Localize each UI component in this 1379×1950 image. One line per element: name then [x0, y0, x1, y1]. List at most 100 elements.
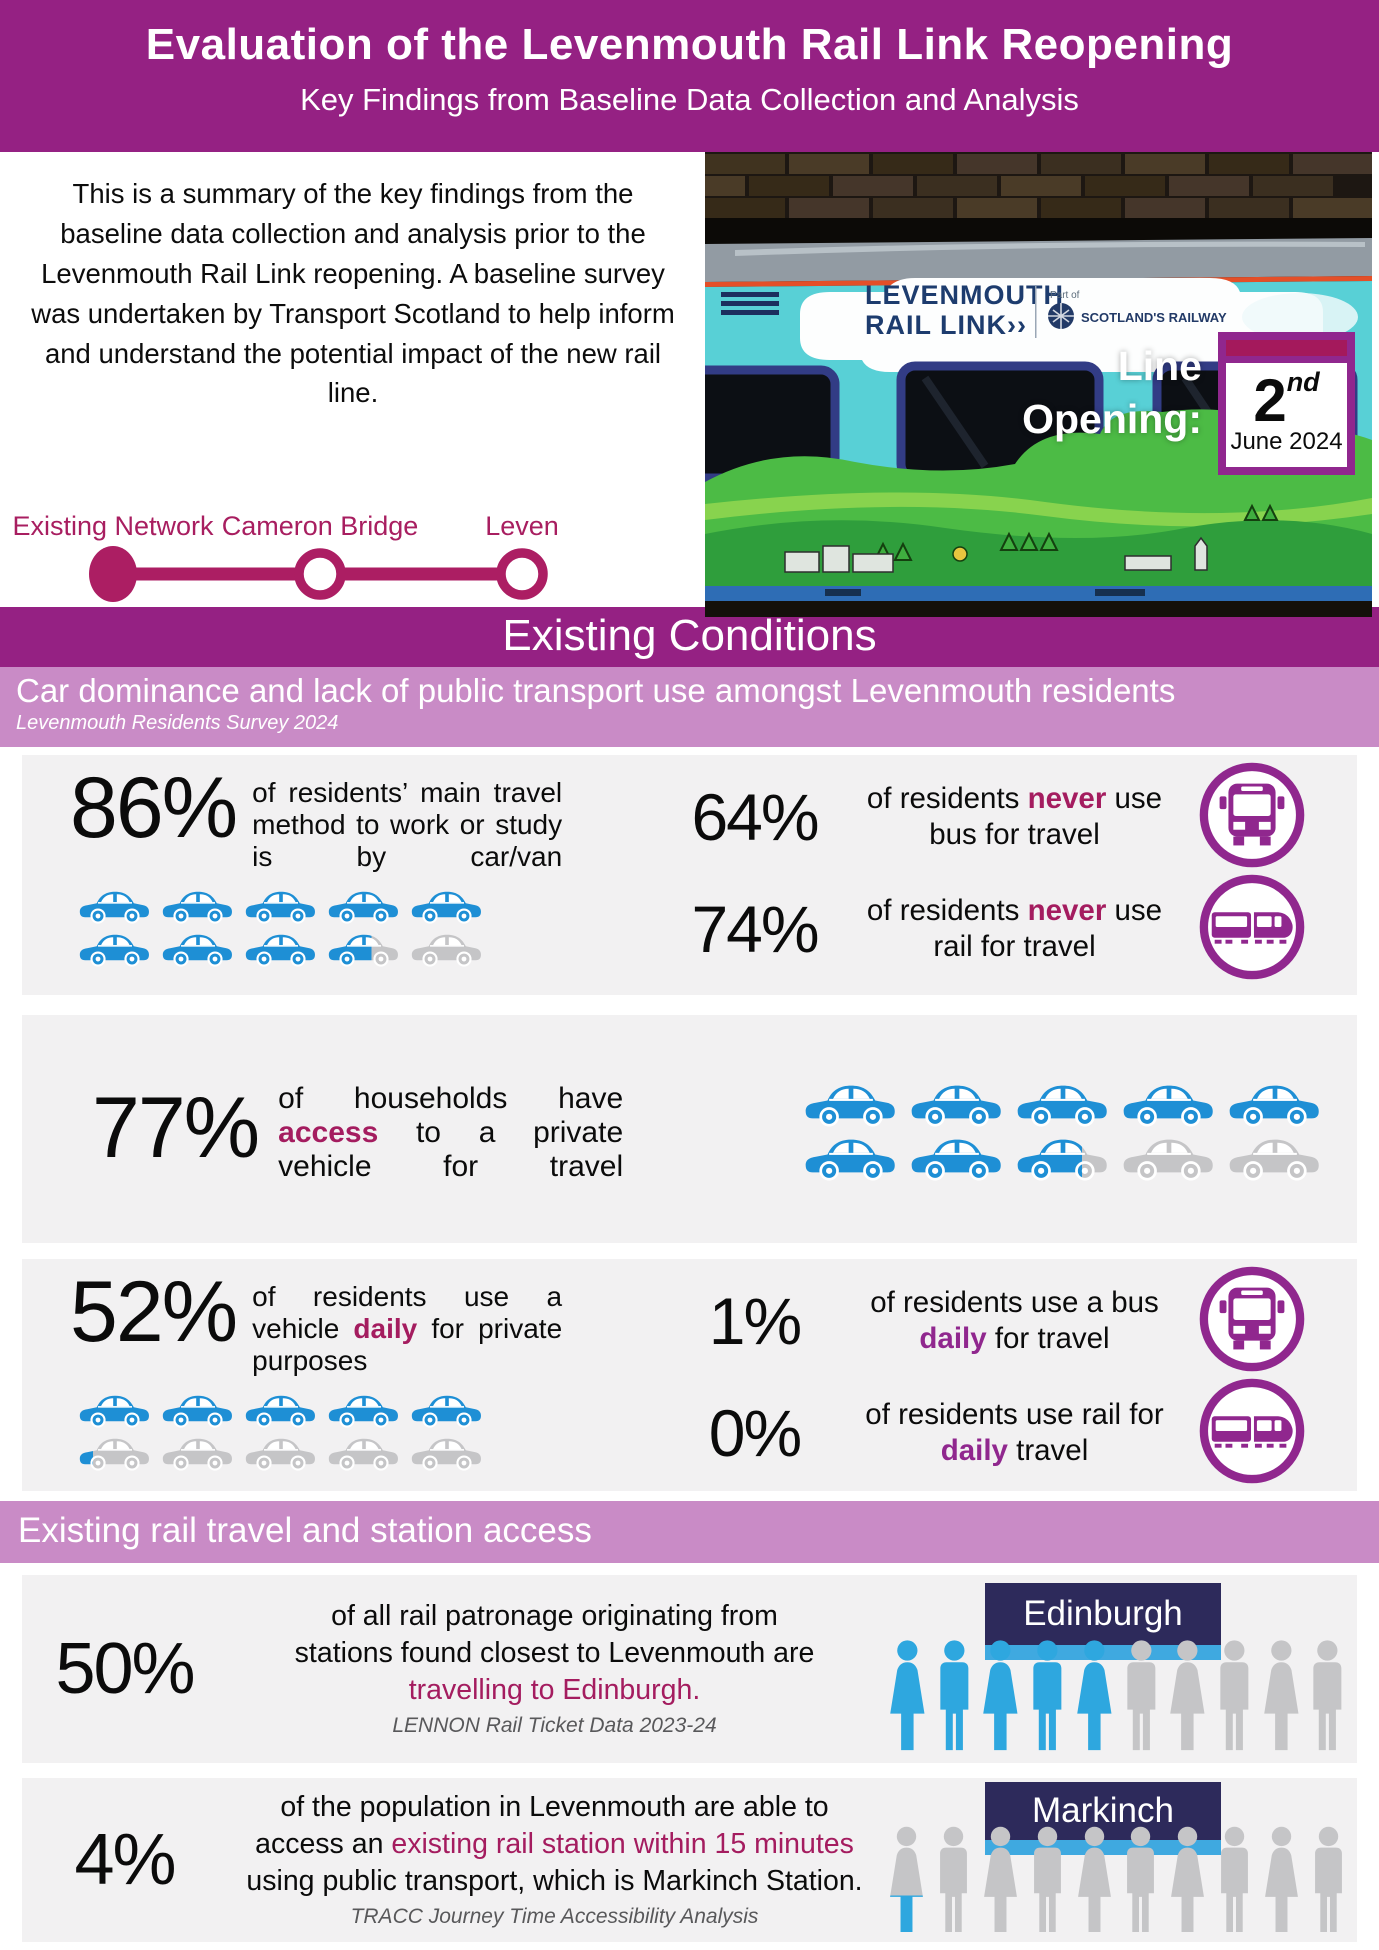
- line-opening-label: Line Opening:: [1022, 343, 1202, 443]
- vent-grille: [721, 292, 779, 315]
- stat-text-52: of residents use a vehicle daily for pri…: [252, 1281, 563, 1376]
- person-icon: [1313, 1640, 1342, 1751]
- livery-logo-line2: RAIL LINK››: [865, 310, 1027, 340]
- car-icon: [162, 1395, 232, 1428]
- car-icon: [1017, 1139, 1107, 1181]
- person-icon: [1170, 1640, 1205, 1751]
- person-icon: [1077, 1826, 1111, 1933]
- car-icon: [245, 891, 315, 924]
- person-icon: [890, 1640, 925, 1751]
- car-icon: [1229, 1139, 1319, 1181]
- person-icon: [940, 1640, 969, 1751]
- car-icon: [79, 1395, 149, 1428]
- stat-text-1: of residents use a bus daily for travel: [870, 1286, 1159, 1355]
- car-icon: [79, 1438, 149, 1471]
- car-icon: [162, 1438, 232, 1471]
- livery-river: [705, 586, 1372, 601]
- stat-row-daily-rail: 0% of residents use rail for daily trave…: [662, 1377, 1357, 1489]
- stat-row-never-rail: 74% of residents never use rail for trav…: [662, 873, 1357, 985]
- bus-icon: [1198, 1265, 1308, 1378]
- person-icon: [1314, 1826, 1342, 1933]
- bridge-masonry: [705, 154, 1372, 218]
- car-icon: [79, 934, 149, 967]
- opening-month-year: June 2024: [1230, 427, 1343, 455]
- subsection-banner-car-dominance: Car dominance and lack of public transpo…: [0, 667, 1379, 747]
- train-icon: [1198, 1377, 1308, 1490]
- car-icon: [245, 1395, 315, 1428]
- car-icon: [911, 1139, 1001, 1181]
- car-pictogram-86: [78, 885, 662, 967]
- car-icon: [911, 1085, 1001, 1127]
- person-icon: [1033, 1826, 1061, 1933]
- stat-text-4: of the population in Levenmouth are able…: [246, 1791, 863, 1898]
- rail-line-diagram: Existing Network Cameron Bridge Leven: [12, 442, 575, 607]
- header-banner: Evaluation of the Levenmouth Rail Link R…: [0, 0, 1379, 152]
- stat-value-52: 52%: [70, 1264, 238, 1360]
- person-icon: [1127, 1826, 1155, 1933]
- opening-day-suffix: nd: [1286, 366, 1320, 397]
- bus-icon: [1198, 761, 1308, 874]
- stat-value-4: 4%: [74, 1820, 176, 1900]
- stat-text-74: of residents never use rail for travel: [866, 894, 1163, 963]
- stat-row-daily-bus: 1% of residents use a bus daily for trav…: [662, 1265, 1357, 1377]
- car-icon: [1229, 1085, 1319, 1127]
- stat-value-86: 86%: [70, 760, 238, 856]
- car-icon: [328, 891, 398, 924]
- person-icon: [939, 1826, 967, 1933]
- car-icon: [328, 1395, 398, 1428]
- person-icon: [983, 1640, 1018, 1751]
- stat-text-86: of residents’ main travel method to work…: [252, 777, 563, 872]
- person-icon: [1171, 1826, 1205, 1933]
- edinburgh-pictogram-area: Edinburgh: [882, 1575, 1357, 1763]
- car-icon: [411, 934, 481, 967]
- stat-text-50: of all rail patronage originating from st…: [294, 1600, 815, 1707]
- subsection-title: Car dominance and lack of public transpo…: [16, 672, 1176, 709]
- car-icon: [328, 1438, 398, 1471]
- station-dot-open: [294, 548, 346, 600]
- page-subtitle: Key Findings from Baseline Data Collecti…: [300, 82, 1079, 117]
- car-icon: [411, 1438, 481, 1471]
- opening-date-calendar: 2 nd June 2024: [1218, 332, 1355, 475]
- top-section: This is a summary of the key findings fr…: [0, 152, 1379, 617]
- car-icon: [411, 1395, 481, 1428]
- car-icon: [805, 1085, 895, 1127]
- car-pictogram-77: [803, 1077, 1323, 1181]
- station-label-leven: Leven: [485, 510, 559, 541]
- car-icon: [1123, 1139, 1213, 1181]
- person-icon: [1263, 1640, 1299, 1751]
- stat-block-edinburgh: 50% of all rail patronage originating fr…: [22, 1575, 1357, 1763]
- survey-source: Levenmouth Residents Survey 2024: [16, 712, 339, 734]
- livery-logo-line1: LEVENMOUTH: [865, 280, 1064, 310]
- data-source-lennon: LENNON Rail Ticket Data 2023-24: [392, 1714, 717, 1738]
- person-icon: [1265, 1826, 1298, 1933]
- edinburgh-station-sign: Edinburgh: [985, 1583, 1221, 1645]
- section-banner-existing-conditions: Existing Conditions: [0, 607, 1379, 667]
- stat-block-travel-method: 86% of residents’ main travel method to …: [22, 755, 1357, 995]
- car-icon: [245, 934, 315, 967]
- data-source-tracc: TRACC Journey Time Accessibility Analysi…: [350, 1905, 759, 1929]
- section-banner-rail-access: Existing rail travel and station access: [0, 1501, 1379, 1563]
- person-icon: [890, 1826, 923, 1933]
- page-title: Evaluation of the Levenmouth Rail Link R…: [145, 20, 1234, 69]
- car-icon: [245, 1438, 315, 1471]
- stat-value-1: 1%: [708, 1284, 802, 1358]
- stat-row-never-bus: 64% of residents never use bus for trave…: [662, 761, 1357, 873]
- station-dot-open: [496, 548, 548, 600]
- livery-buildings: [784, 536, 1208, 573]
- livery-brand: SCOTLAND'S RAILWAY: [1081, 310, 1227, 325]
- stat-value-50: 50%: [55, 1629, 195, 1709]
- car-icon: [162, 934, 232, 967]
- stat-text-0: of residents use rail for daily travel: [865, 1398, 1164, 1467]
- station-label-cameron-bridge: Cameron Bridge: [221, 510, 419, 541]
- person-icon: [983, 1826, 1017, 1933]
- train-icon: [1198, 873, 1308, 986]
- stat-block-vehicle-access: 77% of households have access to a priva…: [22, 1015, 1357, 1243]
- car-icon: [805, 1139, 895, 1181]
- car-pictogram-52: [78, 1389, 662, 1471]
- stat-value-0: 0%: [708, 1396, 802, 1470]
- person-icon: [1126, 1640, 1155, 1751]
- stat-block-markinch: 4% of the population in Levenmouth are a…: [22, 1778, 1357, 1942]
- train-photo: LEVENMOUTH RAIL LINK›› Part of SCOTLAND'…: [705, 152, 1372, 617]
- stat-value-77: 77%: [92, 1080, 260, 1177]
